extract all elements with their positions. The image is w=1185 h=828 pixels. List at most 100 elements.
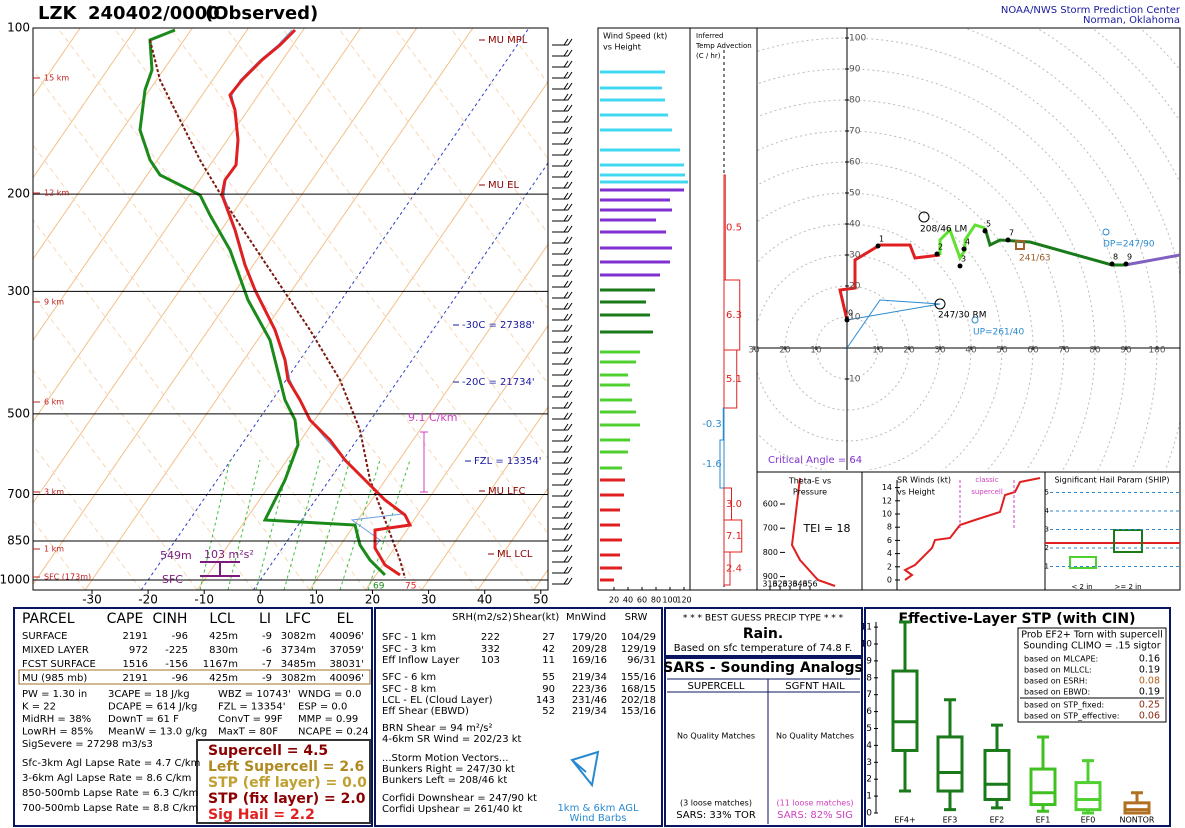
wind-barb bbox=[552, 214, 573, 222]
label: 30 bbox=[748, 346, 760, 356]
label: EF1 bbox=[1036, 816, 1051, 825]
label: Shear(kt) bbox=[513, 612, 560, 623]
wind-barb bbox=[552, 401, 573, 409]
wind-barb bbox=[552, 357, 573, 365]
label: 2 bbox=[1045, 544, 1049, 552]
label: MU (985 mb) bbox=[22, 673, 87, 684]
temp-tick-label: 30 bbox=[421, 593, 436, 607]
label: 52 bbox=[542, 706, 555, 717]
label: PW = 1.30 in bbox=[22, 689, 87, 700]
wind-barb bbox=[552, 126, 573, 134]
dry-adiabat bbox=[619, 28, 1039, 590]
precip-panel bbox=[664, 607, 863, 657]
mean-wind bbox=[1015, 240, 1025, 250]
pressure-tick-label: 200 bbox=[7, 187, 30, 201]
pressure-tick-label: 700 bbox=[7, 487, 30, 501]
isotherm bbox=[477, 487, 548, 590]
label: STP (eff layer) = 0.0 bbox=[208, 775, 367, 791]
dry-adiabat bbox=[33, 519, 86, 590]
isotherm bbox=[33, 28, 137, 179]
label: 830m bbox=[209, 645, 238, 656]
label: 75 bbox=[405, 582, 416, 592]
label: EF2 bbox=[990, 816, 1005, 825]
label: 11 bbox=[542, 655, 555, 666]
isotherm bbox=[84, 28, 474, 590]
isotherm bbox=[33, 28, 249, 342]
label: 4 bbox=[965, 238, 970, 247]
stp-whisker bbox=[944, 698, 956, 812]
hodo-point bbox=[934, 251, 940, 257]
label: based on EBWD: bbox=[1024, 688, 1090, 697]
label: 3485m bbox=[281, 659, 316, 670]
small-traces bbox=[18, 477, 1180, 824]
label: Wind Speed (kt) bbox=[603, 32, 667, 41]
label: 202/18 bbox=[621, 695, 656, 706]
mixing-ratio bbox=[199, 459, 231, 590]
label: 70 bbox=[1058, 346, 1070, 356]
label: SFC - 3 km bbox=[382, 644, 436, 655]
thetae-trace bbox=[790, 477, 836, 587]
kinematic-panel bbox=[374, 607, 663, 827]
wind-barb bbox=[552, 390, 573, 398]
label: 219/34 bbox=[572, 672, 607, 683]
dewpoint-trace bbox=[138, 28, 387, 577]
supercell-band bbox=[959, 480, 1015, 530]
label: 9 bbox=[866, 656, 872, 666]
wind-barb bbox=[552, 335, 573, 343]
isotherm bbox=[252, 162, 548, 590]
label: 90 bbox=[1120, 346, 1132, 356]
label: SGFNT HAIL bbox=[785, 681, 845, 692]
hodo-point bbox=[1005, 237, 1011, 243]
temp-tick-label: -30 bbox=[82, 593, 102, 607]
level-label: MU LFC bbox=[488, 486, 525, 497]
label: 3CAPE = 18 J/kg bbox=[108, 689, 190, 700]
storm-motion-triangle bbox=[846, 299, 941, 349]
wind-barb bbox=[552, 467, 573, 475]
label: 8 bbox=[1113, 253, 1118, 262]
label: 346 bbox=[792, 580, 807, 589]
wind-barb bbox=[552, 324, 573, 332]
label: 40 bbox=[849, 220, 861, 230]
wind-tick-label: 80 bbox=[651, 596, 661, 605]
hodo-point bbox=[961, 246, 967, 252]
label: -225 bbox=[165, 645, 188, 656]
label: 129/19 bbox=[621, 644, 656, 655]
label: 30 bbox=[934, 346, 946, 356]
traces bbox=[138, 28, 428, 579]
label: 2 bbox=[938, 243, 943, 252]
ship-frame bbox=[1044, 471, 1181, 591]
wind-tick-label: 120 bbox=[676, 596, 691, 605]
skewt-background bbox=[33, 28, 1039, 590]
label: 0 bbox=[866, 809, 872, 819]
label: Eff Inflow Layer bbox=[382, 655, 460, 666]
level-label: MU MPL bbox=[488, 35, 528, 46]
label: SURFACE bbox=[22, 631, 67, 642]
wind-barb bbox=[552, 38, 573, 46]
label: MeanW = 13.0 g/kg bbox=[108, 727, 207, 738]
wind-barb bbox=[552, 280, 573, 288]
label: Bunkers Left = 208/46 kt bbox=[382, 775, 507, 786]
label: PARCEL bbox=[22, 611, 75, 627]
label: * * * BEST GUESS PRECIP TYPE * * * bbox=[683, 614, 844, 624]
label: SFC bbox=[162, 573, 183, 586]
wind-barb bbox=[552, 445, 573, 453]
wind-tick-label: 100 bbox=[662, 596, 677, 605]
label: 900 bbox=[763, 572, 778, 581]
label: 209/28 bbox=[572, 644, 607, 655]
dry-adiabat bbox=[281, 28, 548, 385]
wind-barb bbox=[552, 225, 573, 233]
label: 90 bbox=[542, 684, 555, 695]
label: Eff Shear (EBWD) bbox=[382, 706, 469, 717]
dry-adiabat bbox=[506, 28, 548, 85]
label: Left Supercell = 2.6 bbox=[208, 759, 364, 775]
label: 0.5 bbox=[726, 223, 742, 234]
label: 143 bbox=[536, 695, 555, 706]
label: MIXED LAYER bbox=[22, 645, 89, 656]
label: 332 bbox=[481, 644, 500, 655]
wind-tick-label: 20 bbox=[609, 596, 619, 605]
label: 0.06 bbox=[1139, 711, 1160, 722]
label: (Observed) bbox=[205, 3, 318, 24]
label: (11 loose matches) bbox=[777, 799, 854, 808]
wind-barb bbox=[552, 423, 573, 431]
